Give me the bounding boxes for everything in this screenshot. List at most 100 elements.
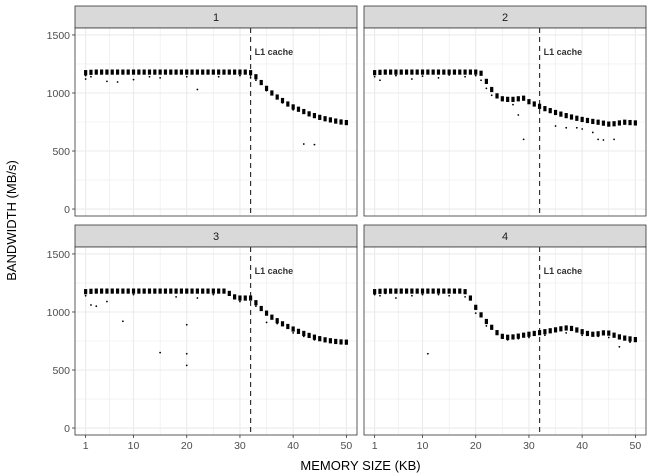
data-point [89,288,93,294]
data-point [201,288,205,294]
data-point [564,325,568,331]
x-tick-label: 10 [128,440,140,452]
data-point [527,99,531,105]
y-tick-label: 1000 [47,307,71,319]
outlier-point [480,79,482,82]
panel-border [363,27,647,217]
data-point [179,288,184,294]
data-point [373,289,377,295]
data-point [312,334,317,340]
data-point [344,339,348,345]
outlier-point [512,103,514,106]
outlier-point [437,77,440,79]
data-point [275,318,279,324]
data-point [607,330,611,336]
data-point [559,326,563,332]
outlier-point [106,300,108,303]
outlier-point [175,296,177,298]
x-tick-label: 30 [523,440,535,452]
outlier-point [581,334,584,337]
l1-cache-label: L1 cache [544,47,583,57]
data-point [399,288,403,294]
data-point [254,300,258,306]
data-point [633,120,637,126]
data-point [153,288,157,294]
outlier-point [379,294,381,297]
outlier-point [581,128,584,130]
data-point [591,331,595,337]
outlier-point [490,94,493,97]
y-tick-label: 0 [64,423,70,435]
data-point [105,69,109,75]
x-tick-label: 10 [417,440,429,452]
data-point [532,101,536,107]
outlier-point [618,345,621,348]
data-point [623,119,627,125]
outlier-point [185,75,188,78]
outlier-point [185,323,188,326]
x-tick-label: 30 [234,440,246,452]
data-point [553,109,558,116]
data-point [84,70,88,76]
data-point [115,69,120,75]
data-point [238,69,242,75]
outlier-point [517,114,520,116]
y-tick-label: 1000 [47,88,71,100]
outlier-point [544,334,546,337]
outlier-point [255,79,257,82]
l1-cache-label: L1 cache [255,266,294,276]
data-point [94,69,98,75]
data-point [404,288,409,294]
panel-3: 3 L1 cache 0 500 1000 1500 1 10 20 30 40 50 [47,224,358,452]
data-point [344,119,348,126]
x-tick-label: 50 [630,440,642,452]
data-point [463,289,467,295]
outlier-point [602,139,605,141]
data-point [211,288,215,294]
outlier-point [554,125,557,127]
data-point [169,288,173,294]
data-point [585,117,590,124]
data-point [174,288,178,294]
panel-border [74,246,358,436]
data-point [420,69,425,75]
panel-border [74,27,358,217]
data-point [280,97,285,104]
x-tick-label: 1 [372,440,378,452]
data-point [511,334,515,340]
data-point [126,69,130,75]
y-tick-label: 0 [64,204,70,216]
panel-border [363,246,647,436]
data-point [553,327,558,333]
data-point [339,339,343,345]
data-point [495,330,499,336]
data-point [436,69,441,75]
data-point [569,325,574,332]
data-point [115,288,120,294]
data-point [617,120,621,126]
data-point [500,96,504,102]
outlier-point [106,80,108,83]
outlier-point [265,321,268,324]
data-point [442,69,446,75]
data-point [222,69,226,75]
data-point [105,288,109,294]
outlier-point [575,126,578,129]
outlier-point [313,143,316,146]
data-point [580,116,584,123]
outlier-point [437,293,440,296]
outlier-point [485,87,488,90]
data-point [227,290,231,297]
outlier-point [276,322,279,325]
data-point [89,69,93,75]
data-point [137,288,141,294]
outlier-point [384,292,387,295]
data-point [527,331,531,337]
outlier-point [281,101,284,104]
outlier-point [265,89,268,92]
outlier-point [379,79,381,82]
outlier-point [395,297,397,299]
outlier-point [159,77,162,79]
outlier-point [395,74,397,77]
